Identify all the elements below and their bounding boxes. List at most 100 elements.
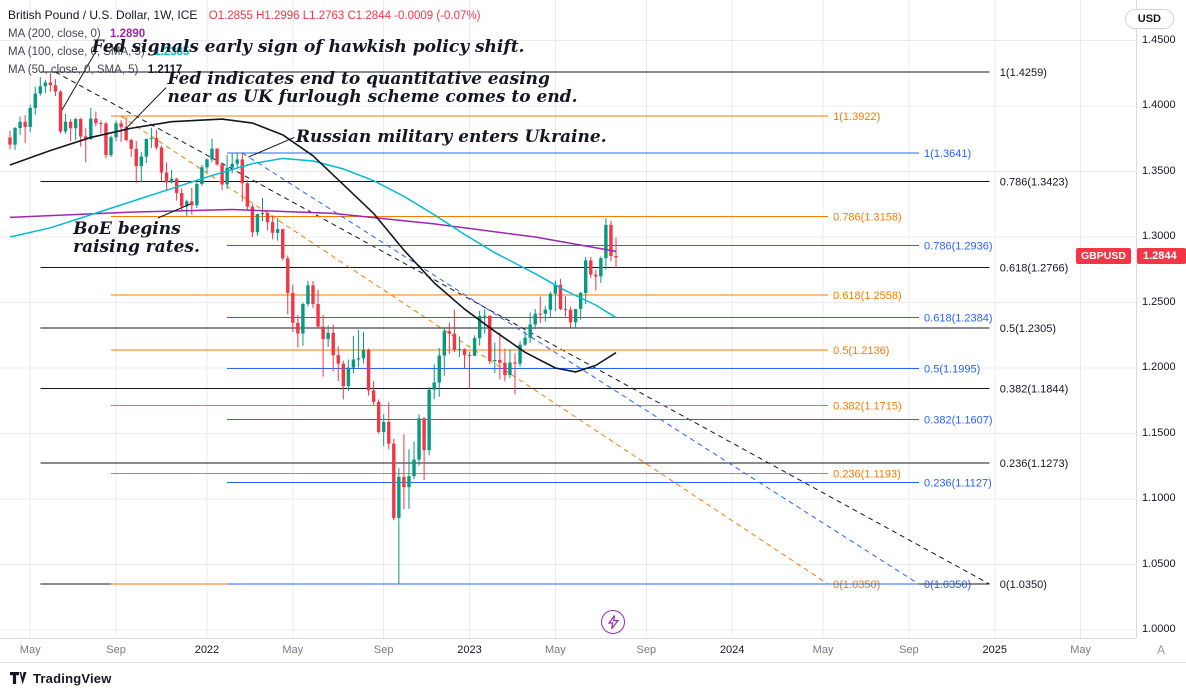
candle-body	[73, 119, 78, 129]
axis-corner-auto-button[interactable]: A	[1136, 638, 1186, 662]
annotation-text-line: Russian military enters Ukraine.	[295, 127, 607, 147]
annotation-boe-hikes[interactable]: BoE begins raising rates.	[73, 220, 200, 257]
currency-usd-button[interactable]: USD	[1124, 9, 1174, 29]
candle-body	[68, 121, 73, 129]
candle-body	[498, 359, 502, 363]
candle-body	[341, 363, 345, 387]
symbol-legend-row: British Pound / U.S. Dollar, 1W, ICE O1.…	[8, 6, 480, 24]
price-axis-label: 1.0000	[1142, 623, 1176, 635]
fib-level-label: 0.236(1.1273)	[1000, 458, 1069, 470]
price-axis-label: 1.1000	[1142, 492, 1176, 504]
candle-body	[483, 315, 487, 317]
fib-level-label: 0(1.0350)	[1000, 579, 1047, 591]
ma-50-value: 1.2117	[147, 64, 183, 76]
fib-level-label: 0.382(1.1607)	[924, 414, 993, 426]
candle-body	[604, 224, 608, 259]
fib-level-label: 0.236(1.1193)	[833, 469, 901, 481]
price-tag-value: 1.2844	[1137, 248, 1186, 265]
candle-body	[568, 309, 573, 323]
candle-body	[553, 284, 558, 294]
tradingview-brand[interactable]: TradingView	[33, 671, 112, 686]
time-axis-label: May	[812, 644, 834, 656]
candle-body	[23, 121, 27, 127]
candle-body	[180, 192, 184, 207]
candle-body	[58, 91, 63, 132]
candle-body	[124, 127, 128, 141]
candle-body	[139, 156, 143, 167]
candle-body	[104, 123, 108, 156]
price-axis[interactable]: 1.4500 1.4000 1.3500 1.3000 1.2500 1.2000 1.15…	[1136, 0, 1186, 662]
time-axis-label: May	[19, 644, 41, 656]
candle-body	[119, 123, 123, 128]
candle-body	[589, 260, 593, 275]
price-axis-label: 1.3500	[1142, 164, 1176, 177]
candle-body	[230, 163, 234, 168]
candle-body	[210, 148, 214, 160]
candle-body	[548, 293, 553, 310]
candle-body	[346, 367, 351, 387]
candle-body	[18, 121, 22, 129]
annotation-ukraine[interactable]: Russian military enters Ukraine.	[295, 127, 607, 147]
time-axis-label: Sep	[106, 644, 126, 656]
candle-body	[351, 359, 356, 368]
candle-body	[361, 349, 366, 359]
chart-plot-area[interactable]: 1(1.4259) 0.786(1.3423) 0.618(1.2766) 0.5(1…	[0, 0, 1186, 640]
fib-level-label: 0.618(1.2384)	[924, 313, 993, 325]
candle-body	[235, 159, 239, 164]
candle-body	[573, 309, 578, 323]
candle-body	[164, 172, 169, 183]
annotation-fed-hawkish[interactable]: Fed signals early sign of hawkish policy…	[92, 38, 525, 57]
ma-50-legend-row[interactable]: MA (50, close, 0, SMA, 5) 1.2117	[8, 60, 480, 78]
ma-100-legend-row[interactable]: MA (100, close, 0, SMA, 5) 1.2385	[8, 42, 480, 60]
candle-body	[528, 324, 532, 338]
candle-body	[472, 338, 477, 356]
candle-body	[412, 459, 416, 477]
candle-body	[316, 304, 320, 327]
annotation-text-line: Fed indicates end to quantitative easing	[167, 68, 550, 89]
candle-body	[457, 349, 462, 351]
candle-body	[281, 229, 285, 259]
fib-black-retracement: 1(1.4259) 0.786(1.3423) 0.618(1.2766) 0.5(1…	[40, 67, 1068, 591]
candle-body	[169, 178, 174, 183]
candle-body	[336, 355, 340, 364]
candle-body	[462, 349, 467, 356]
price-axis-label: 1.0500	[1142, 557, 1176, 570]
fib-level-label: 0.618(1.2766)	[1000, 263, 1069, 275]
candle-body	[599, 258, 603, 277]
candle-body	[432, 382, 436, 390]
annotation-fed-qe-end[interactable]: Fed indicates end to quantitative easing…	[168, 70, 578, 107]
candle-body	[382, 421, 386, 433]
candle-body	[94, 118, 98, 124]
candle-body	[245, 183, 250, 207]
fib-level-label: 0(1.0350)	[924, 579, 971, 591]
candle-body	[452, 333, 457, 350]
ma-200-legend-row[interactable]: MA (200, close, 0) 1.2890	[8, 24, 480, 42]
fib-level-label: 0.5(1.2136)	[833, 345, 889, 357]
candle-body	[265, 213, 270, 223]
ma-line-MA100	[9, 157, 617, 319]
lightning-bolt-button[interactable]	[601, 610, 625, 634]
candle-body	[422, 418, 426, 451]
price-axis-label: 1.4000	[1142, 99, 1176, 111]
annotation-text-line: BoE begins	[73, 218, 181, 239]
candle-body	[437, 355, 441, 383]
candle-body	[523, 337, 527, 345]
candle-body	[366, 349, 371, 391]
fib-level-label: 0.382(1.1844)	[1000, 383, 1069, 395]
candle-body	[53, 85, 58, 92]
candle-body	[48, 82, 53, 86]
annotation-leader-line	[157, 203, 191, 219]
candlestick-series	[8, 73, 618, 585]
candle-body	[215, 148, 219, 165]
fib-level-label: 0.786(1.2936)	[924, 240, 993, 252]
candle-body	[538, 313, 542, 315]
fib-level-label: 0.382(1.1715)	[833, 400, 902, 412]
candle-body	[159, 147, 164, 173]
candle-body	[371, 390, 376, 402]
candle-body	[13, 128, 17, 145]
candle-body	[84, 136, 88, 140]
price-axis-label: 1.3000	[1142, 230, 1176, 242]
time-axis[interactable]: May Sep 2022 May Sep 2023 May Sep 2024 May Sep 2025…	[0, 638, 1186, 663]
symbol-title[interactable]: British Pound / U.S. Dollar, 1W, ICE	[8, 8, 198, 22]
tradingview-logo-icon[interactable]	[10, 671, 27, 686]
